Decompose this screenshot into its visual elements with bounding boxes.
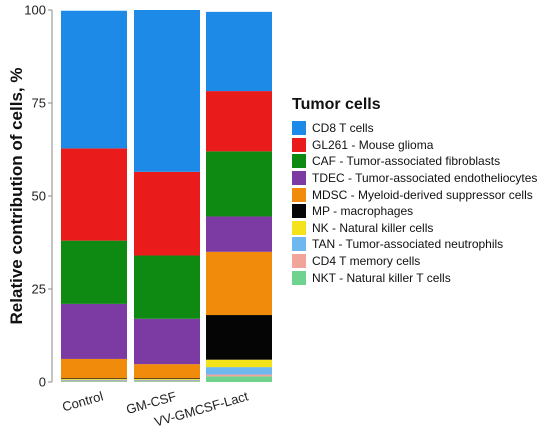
- bar-segment: [61, 379, 127, 381]
- bar-segment: [134, 255, 200, 319]
- legend-title: Tumor cells: [292, 96, 381, 113]
- bar-segment: [134, 379, 200, 381]
- bar-segment: [134, 381, 200, 382]
- bar-segment: [134, 364, 200, 379]
- legend-label: TDEC - Tumor-associated endotheliocytes: [312, 171, 538, 186]
- legend-item: CD8 T cells: [292, 120, 537, 137]
- bar-segment: [206, 91, 272, 152]
- y-tick-label: 50: [32, 189, 46, 204]
- y-tick-label: 100: [24, 3, 46, 18]
- x-category-label: Control: [60, 388, 105, 414]
- bar-segment: [206, 251, 272, 316]
- legend-label: MDSC - Myeloid-derived suppressor cells: [312, 187, 533, 202]
- bar-segment: [206, 359, 272, 368]
- legend-swatch: [292, 137, 306, 152]
- legend-label: TAN - Tumor-associated neutrophils: [312, 237, 504, 252]
- bar-segment: [61, 378, 127, 380]
- bar-segment: [206, 374, 272, 377]
- legend-item: MDSC - Myeloid-derived suppressor cells: [292, 186, 537, 203]
- legend-label: GL261 - Mouse glioma: [312, 137, 434, 152]
- bar-segment: [134, 380, 200, 382]
- legend-swatch: [292, 270, 306, 285]
- legend-item: NK - Natural killer cells: [292, 220, 537, 237]
- legend-swatch: [292, 254, 306, 269]
- legend-item: TAN - Tumor-associated neutrophils: [292, 236, 537, 253]
- legend-label: CAF - Tumor-associated fibroblasts: [312, 154, 501, 169]
- y-tick-label: 75: [32, 96, 46, 111]
- bar-segment: [61, 148, 127, 241]
- legend-item: CD4 T memory cells: [292, 253, 537, 270]
- bar-segment: [206, 367, 272, 375]
- y-tick-label: 25: [32, 282, 46, 297]
- legend-item: CAF - Tumor-associated fibroblasts: [292, 153, 537, 170]
- bar-segment: [206, 151, 272, 217]
- legend: Tumor cells CD8 T cells GL261 - Mouse gli…: [292, 96, 537, 286]
- legend-label: MP - macrophages: [312, 204, 414, 219]
- legend-label: NKT - Natural killer T cells: [312, 270, 451, 285]
- legend-item: MP - macrophages: [292, 203, 537, 220]
- bar-segment: [134, 378, 200, 380]
- bar-segment: [206, 376, 272, 382]
- y-axis-ticks: 0 25 50 75 100: [24, 3, 52, 390]
- bar-segment: [206, 11, 272, 92]
- bar-segment: [61, 381, 127, 382]
- bar-segment: [61, 380, 127, 382]
- bar-segment: [61, 379, 127, 380]
- bar-segment: [206, 216, 272, 252]
- legend-swatch: [292, 237, 306, 252]
- legend-items: CD8 T cells GL261 - Mouse glioma CAF - Tum…: [292, 120, 537, 286]
- legend-item: GL261 - Mouse glioma: [292, 137, 537, 154]
- bar-segment: [61, 303, 127, 359]
- bar-segment: [61, 240, 127, 304]
- legend-item: TDEC - Tumor-associated endotheliocytes: [292, 170, 537, 187]
- legend-label: CD4 T memory cells: [312, 254, 421, 269]
- bar-segment: [61, 10, 127, 149]
- bar-segment: [61, 358, 127, 379]
- bar-segment: [134, 10, 200, 172]
- legend-swatch: [292, 171, 306, 186]
- legend-swatch: [292, 187, 306, 202]
- bar-segment: [134, 318, 200, 365]
- bar-segment: [134, 171, 200, 256]
- legend-swatch: [292, 220, 306, 235]
- legend-swatch: [292, 154, 306, 169]
- legend-label: NK - Natural killer cells: [312, 220, 434, 235]
- y-tick-label: 0: [39, 375, 46, 390]
- legend-swatch: [292, 121, 306, 136]
- legend-label: CD8 T cells: [312, 121, 374, 136]
- bars-group: [61, 10, 272, 382]
- legend-item: NKT - Natural killer T cells: [292, 269, 537, 286]
- bar-segment: [134, 379, 200, 380]
- bar-segment: [206, 315, 272, 360]
- legend-swatch: [292, 204, 306, 219]
- y-axis-title: Relative contribution of cells, %: [7, 68, 26, 325]
